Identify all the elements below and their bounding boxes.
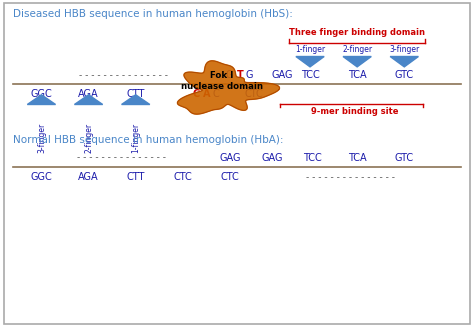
Text: GAG: GAG [219, 153, 241, 163]
Text: - - - - - - - - - - - - - - -: - - - - - - - - - - - - - - - [306, 173, 394, 181]
Text: GAG: GAG [271, 70, 292, 80]
Polygon shape [343, 57, 371, 67]
Text: GAG: GAG [262, 153, 283, 163]
Text: TCC: TCC [301, 70, 319, 80]
Text: TCC: TCC [303, 153, 322, 163]
Polygon shape [27, 95, 55, 105]
Text: G: G [246, 70, 253, 80]
Text: GTC: GTC [395, 70, 414, 80]
Text: 2-finger: 2-finger [84, 123, 93, 153]
Text: 3-finger: 3-finger [37, 123, 46, 153]
Text: C: C [213, 89, 219, 99]
Text: - - - - - - - - - - - - - - -: - - - - - - - - - - - - - - - [77, 153, 166, 162]
Text: Normal HBB sequence in human hemoglobin (HbA):: Normal HBB sequence in human hemoglobin … [13, 135, 283, 145]
Text: GTC: GTC [395, 153, 414, 163]
Polygon shape [121, 95, 150, 105]
Text: CTC: CTC [244, 89, 263, 99]
Polygon shape [74, 95, 103, 105]
Text: TCA: TCA [348, 153, 366, 163]
Polygon shape [390, 57, 419, 67]
Text: 9-mer binding site: 9-mer binding site [311, 107, 399, 116]
Text: AGA: AGA [78, 89, 99, 99]
Text: 3-finger: 3-finger [389, 45, 419, 54]
Text: TCA: TCA [348, 70, 366, 80]
Text: 1-finger: 1-finger [295, 45, 325, 54]
Text: T: T [237, 70, 243, 80]
Text: 2-finger: 2-finger [342, 45, 372, 54]
Text: AGA: AGA [78, 172, 99, 182]
Text: CTT: CTT [127, 172, 145, 182]
Polygon shape [177, 61, 280, 114]
Text: CTT: CTT [127, 89, 145, 99]
Text: CTC: CTC [173, 172, 192, 182]
Text: G: G [226, 70, 233, 80]
Text: 1-finger: 1-finger [131, 123, 140, 153]
Text: GGC: GGC [30, 89, 52, 99]
Text: C: C [193, 89, 200, 99]
Text: A: A [203, 89, 210, 99]
Polygon shape [296, 57, 324, 67]
Text: Fok I
nuclease domain: Fok I nuclease domain [181, 71, 263, 91]
Text: Diseased HBB sequence in human hemoglobin (HbS):: Diseased HBB sequence in human hemoglobi… [13, 9, 293, 19]
Text: CTC: CTC [220, 172, 239, 182]
Text: - - - - - - - - - - - - - - -: - - - - - - - - - - - - - - - [80, 71, 168, 80]
Text: GGC: GGC [30, 172, 52, 182]
Text: Three finger binding domain: Three finger binding domain [289, 28, 425, 37]
